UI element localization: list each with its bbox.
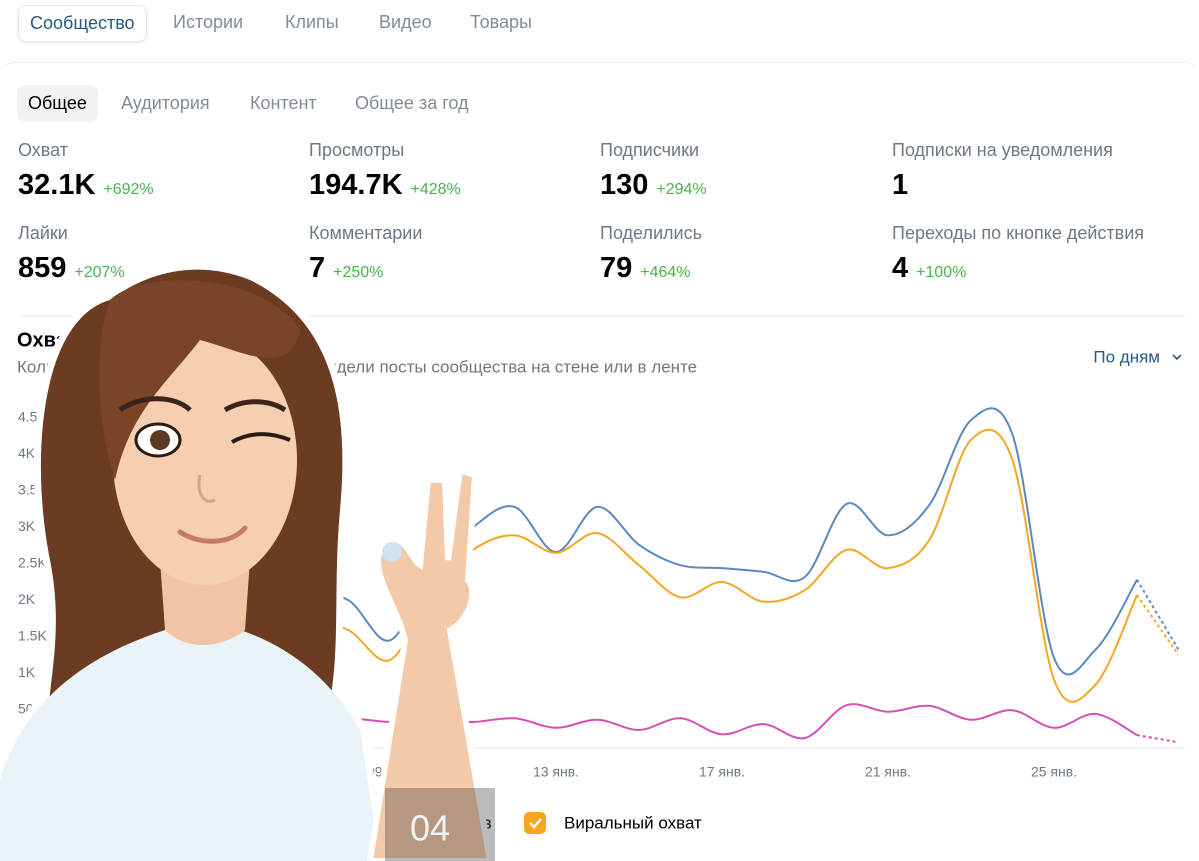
y-tick-label: 1K xyxy=(18,664,36,680)
hand xyxy=(366,466,494,861)
x-tick-label: 13 янв. xyxy=(533,764,579,780)
legend-label: Виральный охват xyxy=(564,813,702,832)
stat-label: Подписки на уведомления xyxy=(892,140,1113,160)
x-tick-label: 17 янв. xyxy=(699,764,745,780)
pupil xyxy=(150,430,170,450)
stat-value: 1 xyxy=(892,169,908,202)
stat-change: +250% xyxy=(333,264,384,281)
mouth xyxy=(177,525,248,544)
subtab[interactable]: Контент xyxy=(250,93,317,113)
tab[interactable]: Видео xyxy=(379,12,432,32)
stat-number: 4 xyxy=(892,252,909,284)
stat-number: 79 xyxy=(600,252,633,284)
stat-value: 4 +100% xyxy=(892,252,966,285)
stat-label: Комментарии xyxy=(309,223,423,243)
stat-value: 859 +207% xyxy=(18,252,125,285)
stat-number: 859 xyxy=(18,252,67,284)
y-tick-label: 4K xyxy=(18,445,36,461)
stats-card xyxy=(0,62,1199,861)
stat-change: +207% xyxy=(74,264,125,281)
y-tick-label: 1.5K xyxy=(18,627,47,643)
y-tick-label: 2K xyxy=(18,591,36,607)
subtab[interactable]: Общее за год xyxy=(355,93,469,113)
tab[interactable]: Истории xyxy=(173,12,244,32)
stat-label: Охват xyxy=(18,140,69,160)
neck xyxy=(160,560,250,645)
stat-value: 130 +294% xyxy=(600,169,707,202)
forecast-line xyxy=(1136,734,1179,744)
stat-number: 1 xyxy=(892,169,909,201)
stat-change: +294% xyxy=(656,181,707,198)
stat-change: +692% xyxy=(103,181,154,198)
tab[interactable]: Сообщество xyxy=(18,5,147,42)
stat-number: 130 xyxy=(600,169,649,201)
stat-label: Лайки xyxy=(18,223,68,243)
stat-label: Просмотры xyxy=(309,140,405,160)
stat-label: Переходы по кнопке действия xyxy=(892,223,1145,243)
x-tick-label: 25 янв. xyxy=(1031,764,1077,780)
stat-value: 7 +250% xyxy=(309,252,383,285)
stat-label: Подписчики xyxy=(600,140,700,160)
shirt xyxy=(0,620,380,861)
subtab[interactable]: Общее xyxy=(17,85,98,122)
stat-change: +428% xyxy=(410,181,461,198)
forecast-line xyxy=(1136,594,1180,656)
stat-change: +100% xyxy=(916,264,967,281)
stat-number: 7 xyxy=(309,252,326,284)
tab[interactable]: Товары xyxy=(470,12,532,32)
period-selector[interactable]: По дням xyxy=(1093,347,1160,366)
brow xyxy=(118,396,192,413)
nose xyxy=(197,474,216,503)
stat-number: 32.1K xyxy=(18,169,96,201)
brow xyxy=(223,399,287,413)
overlay-bg xyxy=(385,788,495,861)
stat-value: 194.7K +428% xyxy=(309,169,461,202)
wink xyxy=(231,432,291,444)
stat-number: 194.7K xyxy=(309,169,403,201)
subtab[interactable]: Аудитория xyxy=(121,93,210,113)
stat-change: +464% xyxy=(640,264,691,281)
stat-label: Поделились xyxy=(600,223,702,243)
chevron[interactable] xyxy=(1172,354,1182,361)
y-tick-label: 3K xyxy=(18,518,36,534)
x-tick-label: 21 янв. xyxy=(865,764,911,780)
legend-check xyxy=(529,818,542,829)
stat-value: 79 +464% xyxy=(600,252,691,285)
stat-value: 32.1K +692% xyxy=(18,169,154,202)
y-tick-label: 2.5K xyxy=(18,554,47,570)
sticker xyxy=(0,262,494,861)
overlay-text: 04 xyxy=(410,808,450,849)
legend-checkbox xyxy=(524,812,546,834)
tab[interactable]: Клипы xyxy=(285,12,339,32)
nail xyxy=(382,542,402,562)
hair-front xyxy=(99,280,301,480)
